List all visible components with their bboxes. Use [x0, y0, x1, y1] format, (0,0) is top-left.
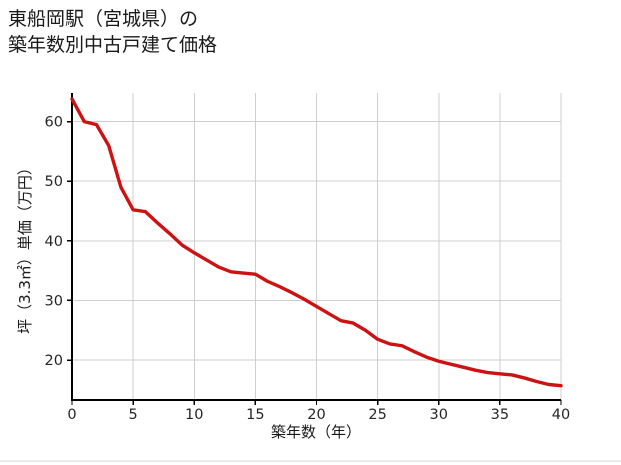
- x-tick-labels: 0 5 10 15 20 25 30 35 40: [67, 407, 570, 423]
- x-tick-label: 15: [246, 407, 264, 423]
- y-tick-label: 30: [45, 293, 63, 309]
- y-tick-label: 20: [45, 353, 63, 369]
- x-tick-label: 35: [491, 407, 509, 423]
- gridlines: [72, 93, 562, 400]
- y-tick-labels: 20 30 40 50 60: [45, 115, 63, 369]
- x-tick-label: 40: [552, 407, 570, 423]
- x-tick-label: 25: [368, 407, 386, 423]
- x-tick-label: 0: [67, 407, 76, 423]
- x-tick-label: 10: [185, 407, 203, 423]
- x-tick-label: 20: [307, 407, 325, 423]
- x-tick-label: 5: [129, 407, 138, 423]
- x-axis-title: 築年数（年）: [271, 423, 361, 441]
- x-tickmarks: [71, 400, 562, 405]
- y-tick-label: 60: [45, 115, 63, 131]
- page-title: 東船岡駅（宮城県）の 築年数別中古戸建て価格: [8, 8, 218, 56]
- y-axis-title: 坪（3.3㎡）単価（万円）: [16, 160, 34, 334]
- x-tick-label: 30: [430, 407, 448, 423]
- price-trend-line: [70, 97, 563, 388]
- y-tick-label: 40: [45, 234, 63, 250]
- y-tickmarks: [67, 120, 72, 361]
- y-tick-label: 50: [45, 174, 63, 190]
